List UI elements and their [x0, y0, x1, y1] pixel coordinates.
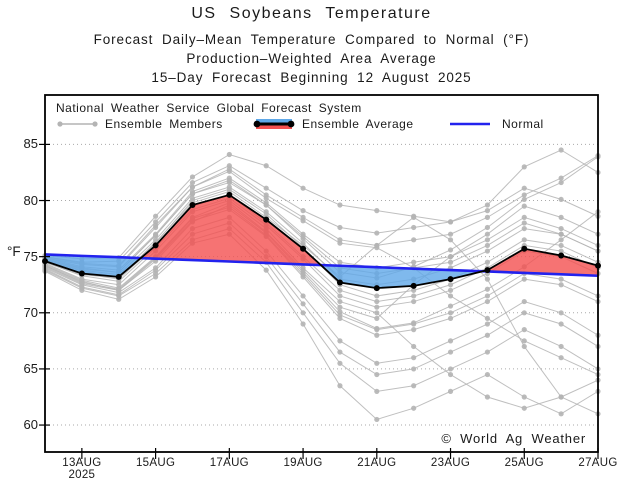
y-tick-label: 70	[23, 304, 38, 320]
copyright-watermark: © World Ag Weather	[441, 431, 586, 446]
legend-source-label: National Weather Service Global Forecast…	[56, 101, 362, 115]
x-tick-label: 19AUG	[283, 457, 323, 469]
x-tick-label: 17AUG	[209, 457, 249, 469]
y-tick-label: 85	[23, 136, 38, 152]
y-tick-label: 60	[23, 417, 38, 433]
x-tick-year-label: 2025	[68, 469, 96, 481]
x-tick-label: 25AUG	[504, 457, 544, 469]
y-tick-label: 75	[23, 248, 38, 264]
x-tick-label: 23AUG	[430, 457, 471, 469]
y-tick-label: 80	[23, 192, 38, 208]
x-tick-label: 13AUG	[62, 457, 102, 469]
chart-subtitle-3: 15–Day Forecast Beginning 12 August 2025	[151, 70, 472, 85]
y-axis-unit-label: °F	[7, 244, 21, 259]
x-tick-label: 15AUG	[135, 457, 176, 469]
x-tick-label: 27AUG	[578, 457, 618, 469]
x-tick-label: 21AUG	[357, 457, 397, 469]
legend-members-label: Ensemble Members	[105, 117, 223, 131]
chart-title: US Soybeans Temperature	[191, 5, 432, 22]
chart-subtitle-1: Forecast Daily–Mean Temperature Compared…	[93, 32, 530, 47]
chart-subtitle-2: Production–Weighted Area Average	[186, 51, 437, 66]
y-tick-label: 65	[23, 360, 38, 376]
legend-normal-label: Normal	[502, 117, 544, 131]
legend-average-label: Ensemble Average	[302, 117, 414, 131]
